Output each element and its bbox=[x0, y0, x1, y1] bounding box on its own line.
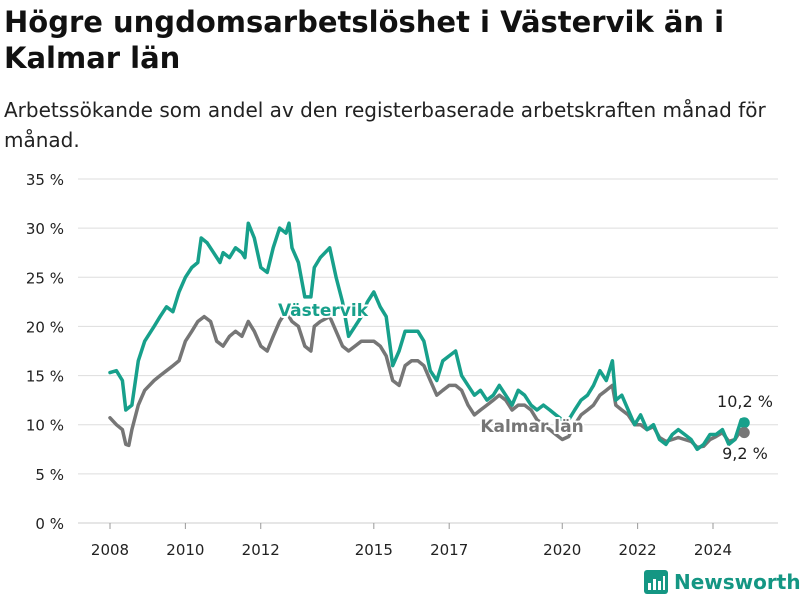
y-tick-label: 30 % bbox=[26, 220, 64, 238]
y-tick-label: 15 % bbox=[26, 368, 64, 386]
y-tick-label: 35 % bbox=[26, 171, 64, 189]
series-line-kalmar bbox=[108, 309, 747, 450]
x-tick-label: 2010 bbox=[166, 541, 204, 559]
bar-chart-icon bbox=[644, 570, 668, 594]
x-tick-label: 2020 bbox=[543, 541, 581, 559]
end-label-kalmar: 9,2 % bbox=[722, 444, 768, 463]
x-tick-label: 2024 bbox=[694, 541, 732, 559]
y-tick-label: 10 % bbox=[26, 417, 64, 435]
end-label-vastervik: 10,2 % bbox=[717, 392, 773, 411]
chart-subtitle: Arbetssökande som andel av den registerb… bbox=[4, 98, 766, 152]
brand-name: Newsworthy bbox=[674, 570, 800, 594]
y-tick-label: 25 % bbox=[26, 269, 64, 287]
x-tick-label: 2008 bbox=[91, 541, 129, 559]
y-tick-label: 20 % bbox=[26, 318, 64, 336]
x-tick-label: 2012 bbox=[242, 541, 280, 559]
series-label-kalmar: Kalmar län bbox=[480, 417, 583, 437]
series-line-vastervik bbox=[108, 221, 747, 452]
y-tick-label: 0 % bbox=[35, 515, 64, 533]
end-point-vastervik bbox=[738, 417, 750, 429]
x-tick-label: 2017 bbox=[430, 541, 468, 559]
series-label-vastervik: Västervik bbox=[278, 301, 369, 321]
newsworthy-logo: Newsworthy bbox=[644, 568, 800, 596]
end-point-kalmar bbox=[738, 427, 750, 439]
chart-title: Högre ungdomsarbetslöshet i Västervik än… bbox=[4, 5, 725, 75]
x-tick-label: 2022 bbox=[619, 541, 657, 559]
x-tick-label: 2015 bbox=[355, 541, 393, 559]
y-tick-label: 5 % bbox=[35, 466, 64, 484]
